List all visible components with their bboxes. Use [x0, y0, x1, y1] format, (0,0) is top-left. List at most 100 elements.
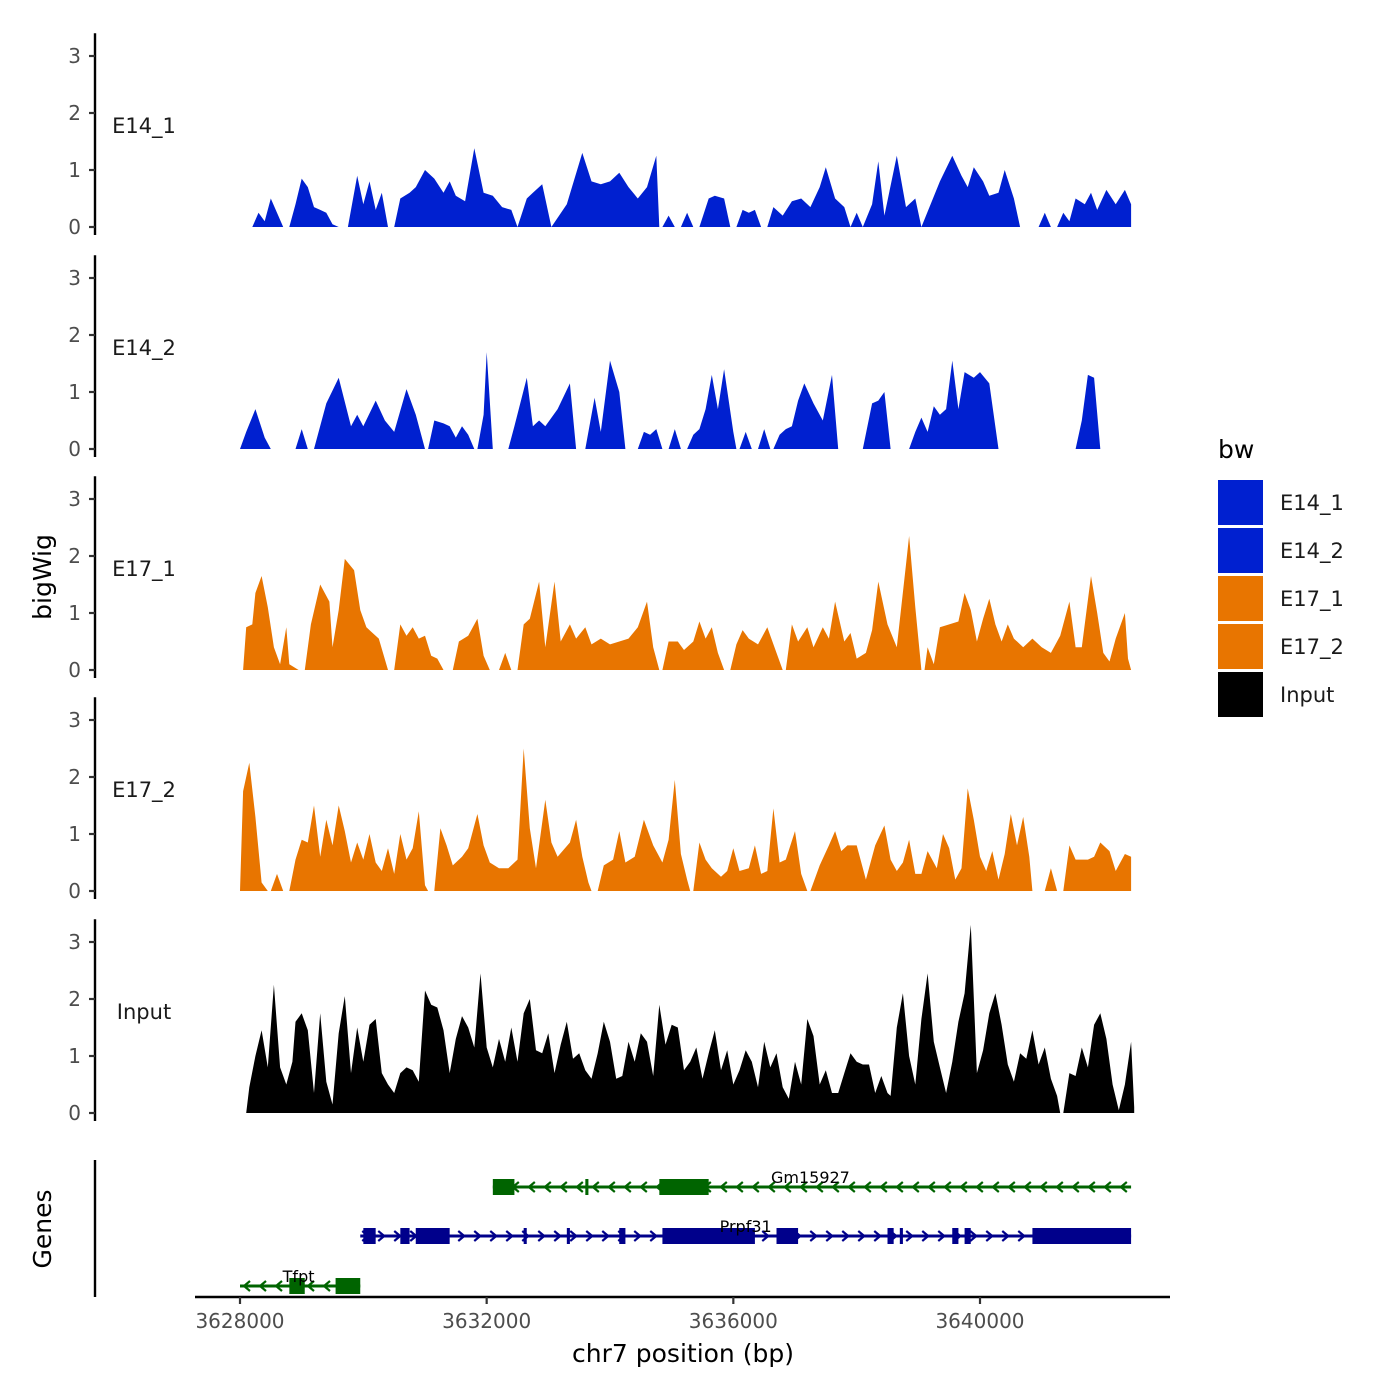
strand-chevron	[1087, 1181, 1096, 1193]
coverage-area	[452, 618, 490, 670]
gene-exon	[289, 1278, 305, 1294]
x-tick-label: 3636000	[689, 1309, 778, 1333]
coverage-area	[270, 873, 284, 891]
gene-exon	[899, 1228, 903, 1244]
coverage-area	[428, 420, 475, 449]
coverage-tracks: 0 1 2 3 E14_1 0 1 2 3 E14_2 0 1 2 3 E17_1 0 1 2 3 E17_2 0 1 2 3…	[68, 33, 1135, 1125]
strand-chevron	[767, 1181, 776, 1193]
strand-chevron	[537, 1230, 546, 1242]
x-tick-label: 3640000	[935, 1309, 1024, 1333]
coverage-area	[394, 148, 518, 227]
coverage-area	[517, 184, 552, 227]
strand-chevron	[873, 1230, 882, 1242]
coverage-area	[1057, 189, 1132, 227]
strand-chevron	[553, 1230, 562, 1242]
strand-chevron	[879, 1181, 888, 1193]
strand-chevron	[799, 1181, 808, 1193]
strand-chevron	[719, 1181, 728, 1193]
gene-exon	[585, 1179, 589, 1195]
legend-label: Input	[1280, 683, 1334, 707]
coverage-area	[637, 429, 663, 449]
coverage-area	[246, 924, 1061, 1113]
y-tick-label: 2	[68, 544, 81, 568]
legend-label: E14_2	[1280, 539, 1344, 564]
strand-chevron	[825, 1230, 834, 1242]
strand-chevron	[585, 1230, 594, 1242]
coverage-area	[924, 576, 1132, 670]
coverage-area	[862, 155, 922, 227]
strand-chevron	[943, 1181, 952, 1193]
track-e17-1: 0 1 2 3 E17_1	[68, 476, 1132, 682]
track-e14-2: 0 1 2 3 E14_2	[68, 255, 1101, 461]
strand-chevron	[911, 1181, 920, 1193]
gene-tfpt: Tfpt	[240, 1267, 361, 1294]
x-tick-label: 3628000	[195, 1309, 284, 1333]
strand-chevron	[959, 1181, 968, 1193]
coverage-area	[862, 392, 891, 449]
y-tick-label: 1	[68, 158, 81, 182]
strand-chevron	[473, 1230, 482, 1242]
strand-chevron	[1055, 1181, 1064, 1193]
legend-item-input: Input	[1218, 672, 1334, 717]
coverage-area	[1038, 212, 1051, 227]
coverage-area	[243, 576, 299, 670]
x-axis-title: chr7 position (bp)	[572, 1339, 794, 1368]
gene-exon	[566, 1228, 570, 1244]
strand-chevron	[969, 1230, 978, 1242]
track-input: 0 1 2 3 Input	[68, 919, 1135, 1125]
coverage-area	[240, 762, 268, 891]
strand-chevron	[751, 1181, 760, 1193]
y-tick-label: 0	[68, 879, 81, 903]
track-e14-1: 0 1 2 3 E14_1	[68, 33, 1132, 239]
gene-exon	[335, 1278, 361, 1294]
strand-chevron	[489, 1230, 498, 1242]
strand-chevron	[761, 1230, 770, 1242]
coverage-area	[597, 779, 691, 891]
strand-chevron	[457, 1230, 466, 1242]
strand-chevron	[649, 1230, 658, 1242]
coverage-area	[551, 152, 660, 227]
strand-chevron	[857, 1230, 866, 1242]
coverage-area	[739, 431, 752, 449]
y-tick-label: 3	[68, 44, 81, 68]
strand-chevron	[505, 1230, 514, 1242]
coverage-area	[680, 212, 694, 227]
y-tick-label: 3	[68, 266, 81, 290]
strand-chevron	[863, 1181, 872, 1193]
coverage-area	[758, 429, 771, 449]
strand-chevron	[639, 1181, 648, 1193]
strand-chevron	[841, 1230, 850, 1242]
y-tick-label: 0	[68, 1101, 81, 1125]
coverage-area	[434, 748, 592, 891]
gene-prpf31: Prpf31	[360, 1217, 1132, 1244]
legend-item-e17-1: E17_1	[1218, 576, 1344, 621]
gene-label: Tfpt	[282, 1267, 315, 1286]
gene-exon	[776, 1228, 799, 1244]
track-label: Input	[117, 1000, 171, 1024]
strand-chevron	[735, 1181, 744, 1193]
legend-label: E14_1	[1280, 491, 1344, 516]
strand-chevron	[895, 1181, 904, 1193]
strand-chevron	[575, 1181, 584, 1193]
gene-gm15927: Gm15927	[492, 1168, 1132, 1195]
strand-chevron	[1017, 1230, 1026, 1242]
strand-chevron	[991, 1181, 1000, 1193]
coverage-area	[909, 360, 999, 449]
y-tick-label: 3	[68, 708, 81, 732]
y-tick-label: 3	[68, 487, 81, 511]
gene-exon	[952, 1228, 959, 1244]
coverage-area	[687, 369, 737, 449]
track-label: E17_1	[112, 557, 176, 582]
legend-item-e14-2: E14_2	[1218, 528, 1344, 573]
gene-label: Gm15927	[771, 1168, 850, 1187]
y-tick-label: 1	[68, 1044, 81, 1068]
strand-chevron	[1039, 1181, 1048, 1193]
strand-chevron	[607, 1181, 616, 1193]
y-tick-label: 2	[68, 323, 81, 347]
strand-chevron	[623, 1181, 632, 1193]
legend-item-e17-2: E17_2	[1218, 624, 1344, 669]
y-tick-label: 1	[68, 380, 81, 404]
strand-chevron	[601, 1230, 610, 1242]
coverage-area	[394, 624, 444, 670]
